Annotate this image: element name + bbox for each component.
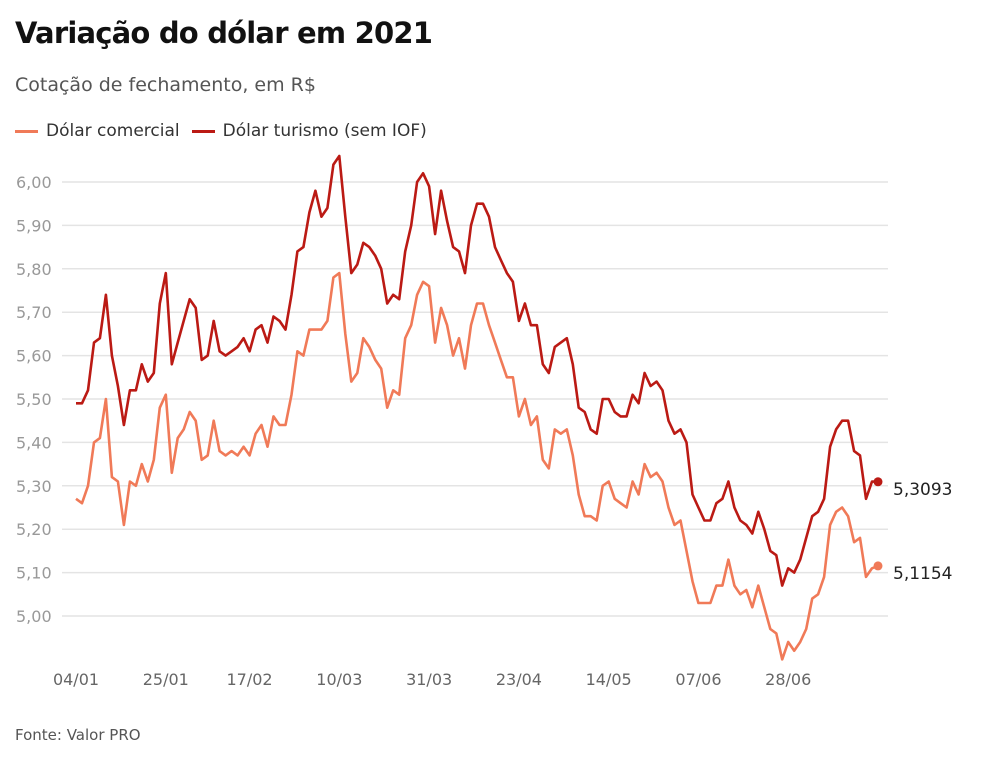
y-tick-label: 5,40 xyxy=(16,433,52,452)
x-tick-label: 04/01 xyxy=(53,670,99,689)
end-point-marker xyxy=(873,477,883,487)
x-tick-label: 07/06 xyxy=(675,670,721,689)
x-tick-label: 17/02 xyxy=(227,670,273,689)
y-tick-label: 5,70 xyxy=(16,303,52,322)
end-point-marker xyxy=(873,561,883,571)
x-tick-label: 23/04 xyxy=(496,670,542,689)
y-tick-label: 5,80 xyxy=(16,260,52,279)
legend-label-turismo: Dólar turismo (sem IOF) xyxy=(222,121,427,141)
source-note: Fonte: Valor PRO xyxy=(15,726,141,744)
x-tick-label: 25/01 xyxy=(143,670,189,689)
legend-item-comercial: Dólar comercial xyxy=(15,121,180,141)
chart-subtitle: Cotação de fechamento, em R$ xyxy=(15,74,316,96)
x-tick-label: 10/03 xyxy=(316,670,362,689)
x-tick-label: 14/05 xyxy=(586,670,632,689)
x-tick-label: 28/06 xyxy=(765,670,811,689)
legend-swatch-turismo xyxy=(191,129,215,133)
legend-label-comercial: Dólar comercial xyxy=(46,121,180,141)
legend-item-turismo: Dólar turismo (sem IOF) xyxy=(191,121,427,141)
y-axis-ticks: 5,00 5,10 5,20 5,30 5,40 5,50 5,60 5,70 5,80 5,90… xyxy=(16,173,52,626)
end-value-label: 5,1154 xyxy=(893,564,952,584)
y-tick-label: 5,10 xyxy=(16,564,52,583)
legend-swatch-comercial xyxy=(15,129,38,133)
end-value-label: 5,3093 xyxy=(893,480,952,500)
y-tick-label: 5,00 xyxy=(16,607,52,626)
y-tick-label: 5,20 xyxy=(16,520,52,539)
y-tick-label: 5,50 xyxy=(16,390,52,409)
legend: Dólar comercial Dólar turismo (sem IOF) xyxy=(15,121,439,141)
y-tick-label: 6,00 xyxy=(16,173,52,192)
y-tick-label: 5,30 xyxy=(16,477,52,496)
y-tick-label: 5,60 xyxy=(16,347,52,366)
x-tick-label: 31/03 xyxy=(406,670,452,689)
x-axis-ticks: 04/01 25/01 17/02 10/03 31/03 23/04 14/05 07/06… xyxy=(53,670,811,689)
chart-title: Variação do dólar em 2021 xyxy=(15,16,433,50)
grid-lines xyxy=(62,181,888,617)
series-line-comercial xyxy=(75,271,879,661)
series-lines xyxy=(75,154,879,661)
y-tick-label: 5,90 xyxy=(16,216,52,235)
series-line-turismo xyxy=(76,154,879,587)
end-markers: 5,1154 5,3093 xyxy=(873,477,952,584)
